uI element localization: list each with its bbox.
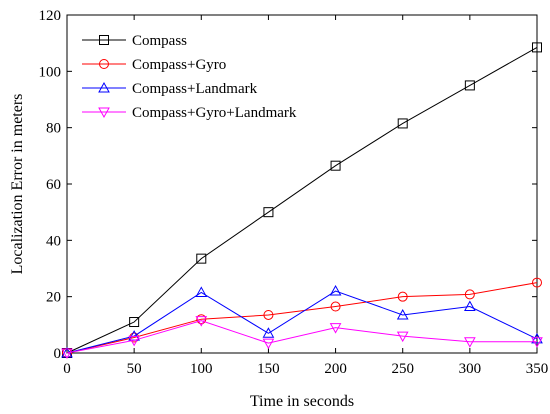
data-point (61, 348, 73, 360)
legend-entry: Compass+Gyro+Landmark (82, 105, 297, 121)
legend-label: Compass (132, 33, 187, 49)
legend-entry: Compass+Gyro (82, 57, 226, 73)
series-line (66, 290, 538, 354)
legend-marker (99, 59, 109, 69)
legend-marker (98, 81, 110, 93)
x-tick-label: 150 (257, 361, 280, 377)
legend-label: Compass+Landmark (132, 81, 258, 97)
series-line (66, 46, 538, 354)
y-tick-label: 100 (39, 64, 62, 80)
legend-marker (99, 35, 109, 45)
data-point (195, 316, 208, 327)
data-point (329, 323, 342, 334)
y-tick-label: 120 (39, 8, 62, 24)
x-tick-label: 350 (526, 361, 549, 377)
data-point (262, 338, 275, 350)
data-point (396, 331, 409, 343)
series-layer (61, 42, 543, 360)
data-point (464, 80, 475, 91)
legend-entry: Compass+Landmark (82, 81, 258, 97)
y-tick-label: 80 (46, 121, 61, 137)
data-point (464, 337, 476, 348)
x-tick-label: 250 (391, 361, 414, 377)
data-point (129, 317, 140, 328)
legend: Compass Compass+Gyro Compass+Landmark Compa… (82, 33, 297, 121)
data-point (128, 335, 140, 347)
data-point (263, 309, 274, 320)
legend-marker (98, 107, 110, 119)
legend-entry: Compass (82, 33, 187, 49)
x-tick-label: 300 (459, 361, 482, 377)
y-tick-label: 0 (54, 346, 62, 362)
x-tick-label: 50 (127, 361, 142, 377)
data-point (330, 160, 341, 171)
y-tick-label: 20 (46, 290, 61, 306)
data-point (263, 207, 274, 218)
data-point (532, 277, 542, 288)
series-line (66, 320, 537, 354)
legend-label: Compass+Gyro (132, 57, 226, 73)
data-point (195, 286, 208, 297)
data-point (397, 291, 408, 302)
y-tick-label: 40 (46, 233, 61, 249)
data-point (397, 118, 408, 129)
data-point (464, 289, 475, 300)
x-tick-label: 200 (324, 361, 347, 377)
series-3 (61, 316, 543, 360)
data-point (464, 300, 476, 312)
data-point (532, 42, 542, 53)
x-tick-label: 100 (190, 361, 213, 377)
data-point (531, 332, 543, 344)
x-tick-label: 0 (63, 361, 71, 377)
data-point (531, 337, 543, 348)
data-point (396, 308, 409, 320)
axis-ticks: 0 50 100 150 200 250 300 350 0 20 40 60 80 100 120 (39, 8, 549, 377)
series-line (66, 282, 538, 354)
data-point (262, 327, 275, 338)
legend-label: Compass+Gyro+Landmark (132, 105, 297, 121)
data-point (329, 285, 342, 296)
data-point (196, 314, 207, 325)
y-axis-title: Localization Error in meters (9, 94, 26, 275)
y-tick-label: 60 (46, 177, 61, 193)
data-point (330, 301, 341, 312)
data-point (196, 253, 207, 264)
x-axis-title: Time in seconds (250, 393, 354, 410)
